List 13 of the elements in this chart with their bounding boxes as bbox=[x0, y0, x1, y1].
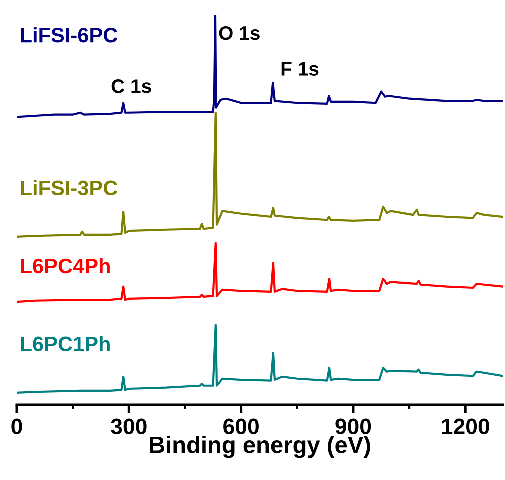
x-tick-label: 0 bbox=[12, 418, 22, 435]
annotation: C 1s bbox=[112, 80, 152, 94]
x-tick-label: 900 bbox=[336, 418, 372, 435]
x-tick-label: 300 bbox=[111, 418, 147, 435]
x-tick-label: 1200 bbox=[442, 418, 490, 435]
series-label: L6PC4Ph bbox=[21, 258, 110, 274]
text: LiFSI-6PC bbox=[21, 27, 118, 43]
x-axis-title: Binding energy (eV) bbox=[150, 436, 370, 458]
annotation: F 1s bbox=[282, 62, 319, 76]
series-label: LiFSI-3PC bbox=[21, 180, 118, 196]
series-label: L6PC1Ph bbox=[21, 336, 110, 352]
annotation: O 1s bbox=[219, 26, 260, 40]
x-tick-label: 600 bbox=[224, 418, 259, 435]
